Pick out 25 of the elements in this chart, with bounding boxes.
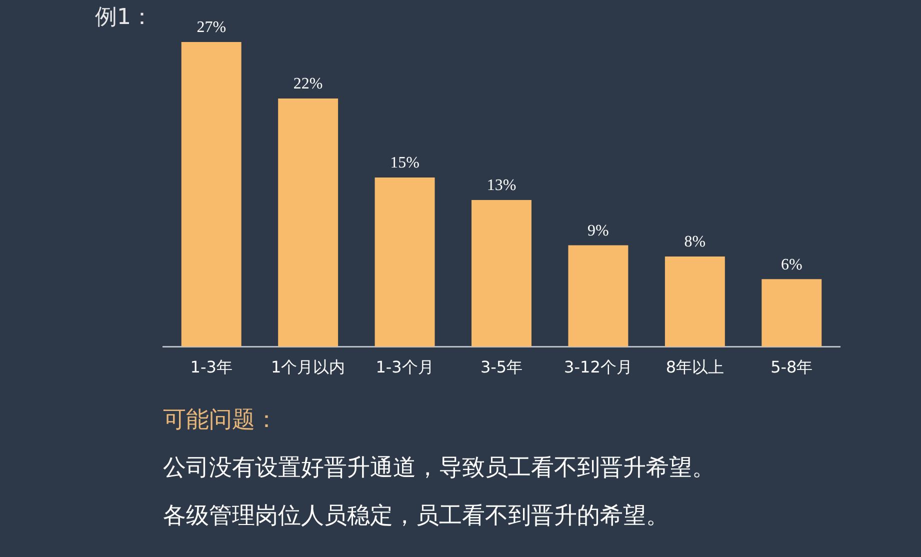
text: 公司没有设置好晋升通道，导致员工看不到晋升希望。	[163, 454, 715, 483]
data-label: 27%	[196, 19, 226, 36]
x-tick-label: 3-5年	[480, 358, 523, 377]
chart-title: 例1：	[95, 4, 153, 32]
x-tick-label: 1个月以内	[270, 358, 346, 377]
x-tick-label: 3-12个月	[564, 358, 632, 377]
bar	[278, 98, 338, 347]
x-tick-label: 1-3个月	[376, 358, 434, 377]
data-label: 22%	[293, 76, 323, 93]
data-label: 9%	[588, 222, 609, 240]
x-tick-label: 5-8年	[770, 358, 813, 377]
text: 各级管理岗位人员稳定，员工看不到晋升的希望。	[163, 502, 669, 531]
data-label: 15%	[390, 154, 420, 172]
bar	[762, 279, 822, 347]
bar	[181, 42, 242, 347]
data-label: 8%	[684, 234, 706, 251]
bar	[568, 245, 628, 347]
bar	[472, 200, 532, 347]
data-label: 13%	[486, 177, 516, 194]
bar	[664, 256, 725, 347]
data-label: 6%	[780, 256, 802, 274]
x-tick-label: 1-3年	[190, 358, 232, 377]
text: 可能问题：	[163, 406, 278, 435]
x-tick-label: 8年以上	[666, 358, 724, 377]
bar	[374, 177, 435, 347]
